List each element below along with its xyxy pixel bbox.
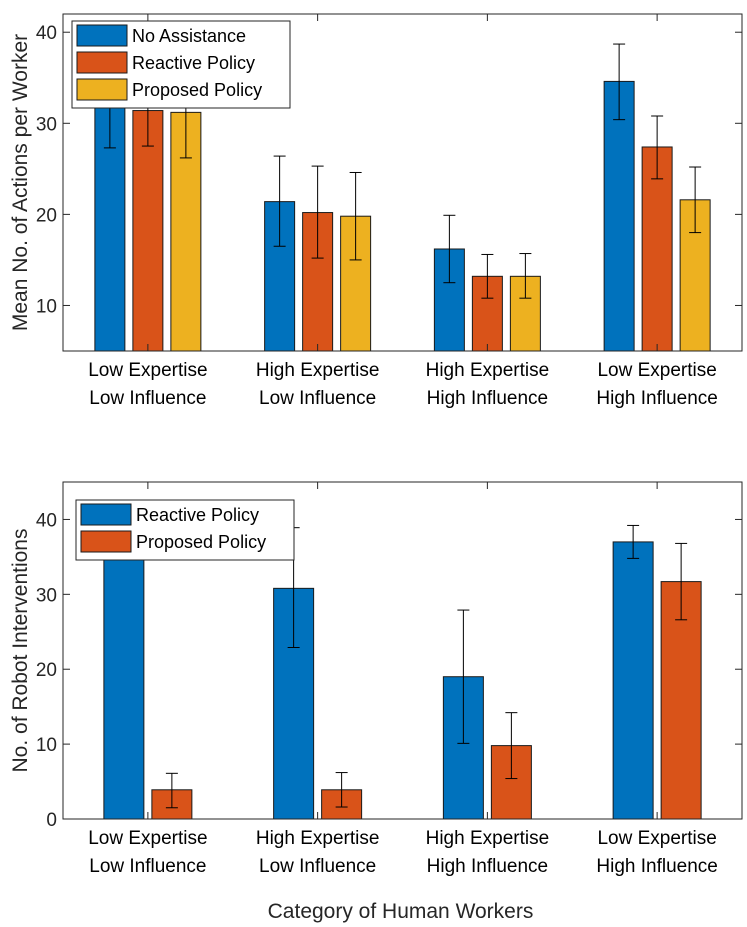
error-bar: [613, 43, 626, 121]
x-tick-label: High Expertise: [426, 360, 550, 381]
x-tick-label: High Influence: [596, 856, 717, 877]
legend: No Assistance Reactive Policy Proposed Pol…: [71, 20, 291, 109]
error-bar: [481, 253, 494, 299]
y-tick-label: 10: [36, 296, 57, 317]
panel-1: 10 20 30 40 Low Expertise Low Influence High E…: [9, 13, 743, 409]
x-tick-label: Low Expertise: [597, 828, 716, 849]
error-bar: [505, 712, 518, 780]
x-tick-label: Low Influence: [259, 856, 376, 877]
error-bar: [675, 542, 688, 621]
x-tick-label: Low Influence: [89, 856, 206, 877]
y-axis-label: No. of Robot Interventions: [9, 529, 32, 773]
y-tick-label: 20: [36, 660, 57, 681]
x-tick-label: Low Influence: [259, 388, 376, 409]
x-axis-label: Category of Human Workers: [268, 900, 534, 923]
axes-box: [62, 481, 743, 820]
error-bar: [689, 166, 702, 234]
bar-reactive-policy: [302, 212, 334, 352]
legend-item: No Assistance: [76, 24, 246, 47]
x-tick-label: High Expertise: [256, 360, 380, 381]
y-tick-label: 30: [36, 585, 57, 606]
x-tick-label: Low Influence: [89, 388, 206, 409]
error-bar: [457, 609, 470, 744]
error-bar: [349, 171, 362, 261]
y-tick-label: 40: [36, 23, 57, 44]
x-tick-label: Low Expertise: [88, 828, 207, 849]
y-tick-label: 30: [36, 114, 57, 135]
y-tick-label: 40: [36, 510, 57, 531]
y-tick-label: 20: [36, 205, 57, 226]
y-tick-label: 0: [46, 810, 57, 831]
error-bar: [519, 253, 532, 299]
bar-reactive-policy: [641, 146, 673, 352]
x-tick-label: High Influence: [427, 856, 548, 877]
bar-no-assistance: [603, 80, 635, 352]
error-bar: [273, 155, 286, 247]
legend-swatch: [76, 51, 128, 74]
x-tick-label: High Influence: [596, 388, 717, 409]
legend-swatch: [80, 503, 132, 526]
legend-item: Reactive Policy: [80, 503, 259, 526]
bar-reactive-policy: [612, 541, 654, 820]
error-bar: [311, 165, 324, 259]
x-tick-label: High Expertise: [426, 828, 550, 849]
panel-2: 0 10 20 30 40 Low Expertise Low Influence High …: [9, 481, 743, 923]
axes-box: [62, 13, 743, 352]
bar-proposed-policy: [660, 581, 702, 820]
error-bar: [335, 772, 348, 808]
legend-swatch: [80, 530, 132, 553]
error-bar: [627, 524, 640, 559]
legend-swatch: [76, 78, 128, 101]
bar-reactive-policy: [103, 541, 145, 820]
legend-label: Proposed Policy: [132, 80, 262, 100]
y-axis-label: Mean No. of Actions per Worker: [9, 34, 32, 331]
y-tick-label: 10: [36, 735, 57, 756]
x-tick-label: Low Expertise: [597, 360, 716, 381]
legend-label: Proposed Policy: [136, 532, 266, 552]
x-tick-label: Low Expertise: [88, 360, 207, 381]
legend-label: Reactive Policy: [132, 53, 255, 73]
legend: Reactive Policy Proposed Policy: [75, 499, 295, 561]
x-tick-label: High Expertise: [256, 828, 380, 849]
error-bar: [651, 115, 664, 180]
legend-label: No Assistance: [132, 26, 246, 46]
error-bar: [165, 772, 178, 809]
bar-reactive-policy: [132, 110, 164, 352]
legend-item: Proposed Policy: [76, 78, 262, 101]
x-tick-label: High Influence: [427, 388, 548, 409]
legend-swatch: [76, 24, 128, 47]
error-bar: [443, 214, 456, 284]
legend-item: Reactive Policy: [76, 51, 255, 74]
legend-label: Reactive Policy: [136, 505, 259, 525]
legend-item: Proposed Policy: [80, 530, 266, 553]
